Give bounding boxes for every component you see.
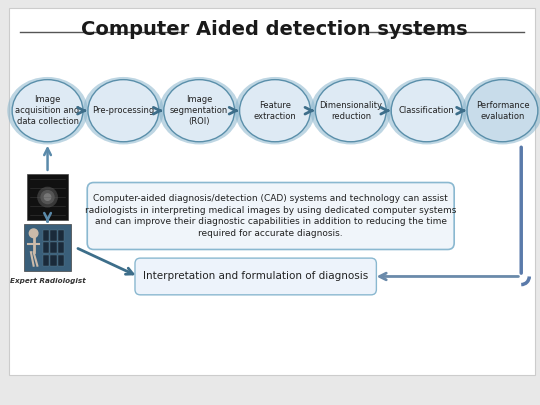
- FancyBboxPatch shape: [50, 230, 57, 241]
- Ellipse shape: [164, 80, 234, 142]
- Text: Feature
extraction: Feature extraction: [254, 101, 296, 121]
- Ellipse shape: [391, 80, 462, 142]
- FancyBboxPatch shape: [43, 230, 49, 241]
- FancyBboxPatch shape: [27, 174, 68, 220]
- Ellipse shape: [235, 77, 315, 145]
- Text: Performance
evaluation: Performance evaluation: [476, 101, 529, 121]
- FancyBboxPatch shape: [43, 255, 49, 266]
- Ellipse shape: [467, 80, 538, 142]
- Text: Pre-processing: Pre-processing: [92, 106, 154, 115]
- Text: Computer Aided detection systems: Computer Aided detection systems: [81, 20, 468, 39]
- FancyBboxPatch shape: [50, 255, 57, 266]
- Text: Image
acquisition and
data collection: Image acquisition and data collection: [16, 95, 80, 126]
- FancyBboxPatch shape: [24, 224, 71, 271]
- Circle shape: [41, 191, 54, 204]
- FancyBboxPatch shape: [43, 243, 49, 253]
- Text: Expert Radiologist: Expert Radiologist: [10, 277, 85, 284]
- Ellipse shape: [12, 80, 83, 142]
- FancyBboxPatch shape: [50, 243, 57, 253]
- Ellipse shape: [462, 77, 540, 145]
- Ellipse shape: [387, 77, 467, 145]
- Circle shape: [44, 194, 51, 200]
- Ellipse shape: [240, 80, 310, 142]
- Ellipse shape: [159, 77, 239, 145]
- Text: Dimensionality
reduction: Dimensionality reduction: [319, 101, 382, 121]
- Ellipse shape: [8, 77, 88, 145]
- FancyBboxPatch shape: [135, 258, 376, 295]
- Ellipse shape: [315, 80, 386, 142]
- FancyBboxPatch shape: [58, 243, 64, 253]
- FancyBboxPatch shape: [58, 230, 64, 241]
- FancyBboxPatch shape: [58, 255, 64, 266]
- FancyBboxPatch shape: [87, 183, 454, 249]
- Ellipse shape: [310, 77, 391, 145]
- Text: Image
segmentation
(ROI): Image segmentation (ROI): [170, 95, 228, 126]
- Text: Computer-aided diagnosis/detection (CAD) systems and technology can assist
radio: Computer-aided diagnosis/detection (CAD)…: [85, 194, 456, 238]
- Ellipse shape: [83, 77, 164, 145]
- Text: Interpretation and formulation of diagnosis: Interpretation and formulation of diagno…: [143, 271, 368, 281]
- Text: Classification: Classification: [399, 106, 455, 115]
- Ellipse shape: [88, 80, 159, 142]
- FancyBboxPatch shape: [9, 8, 535, 375]
- Circle shape: [29, 229, 38, 238]
- Circle shape: [38, 188, 57, 207]
